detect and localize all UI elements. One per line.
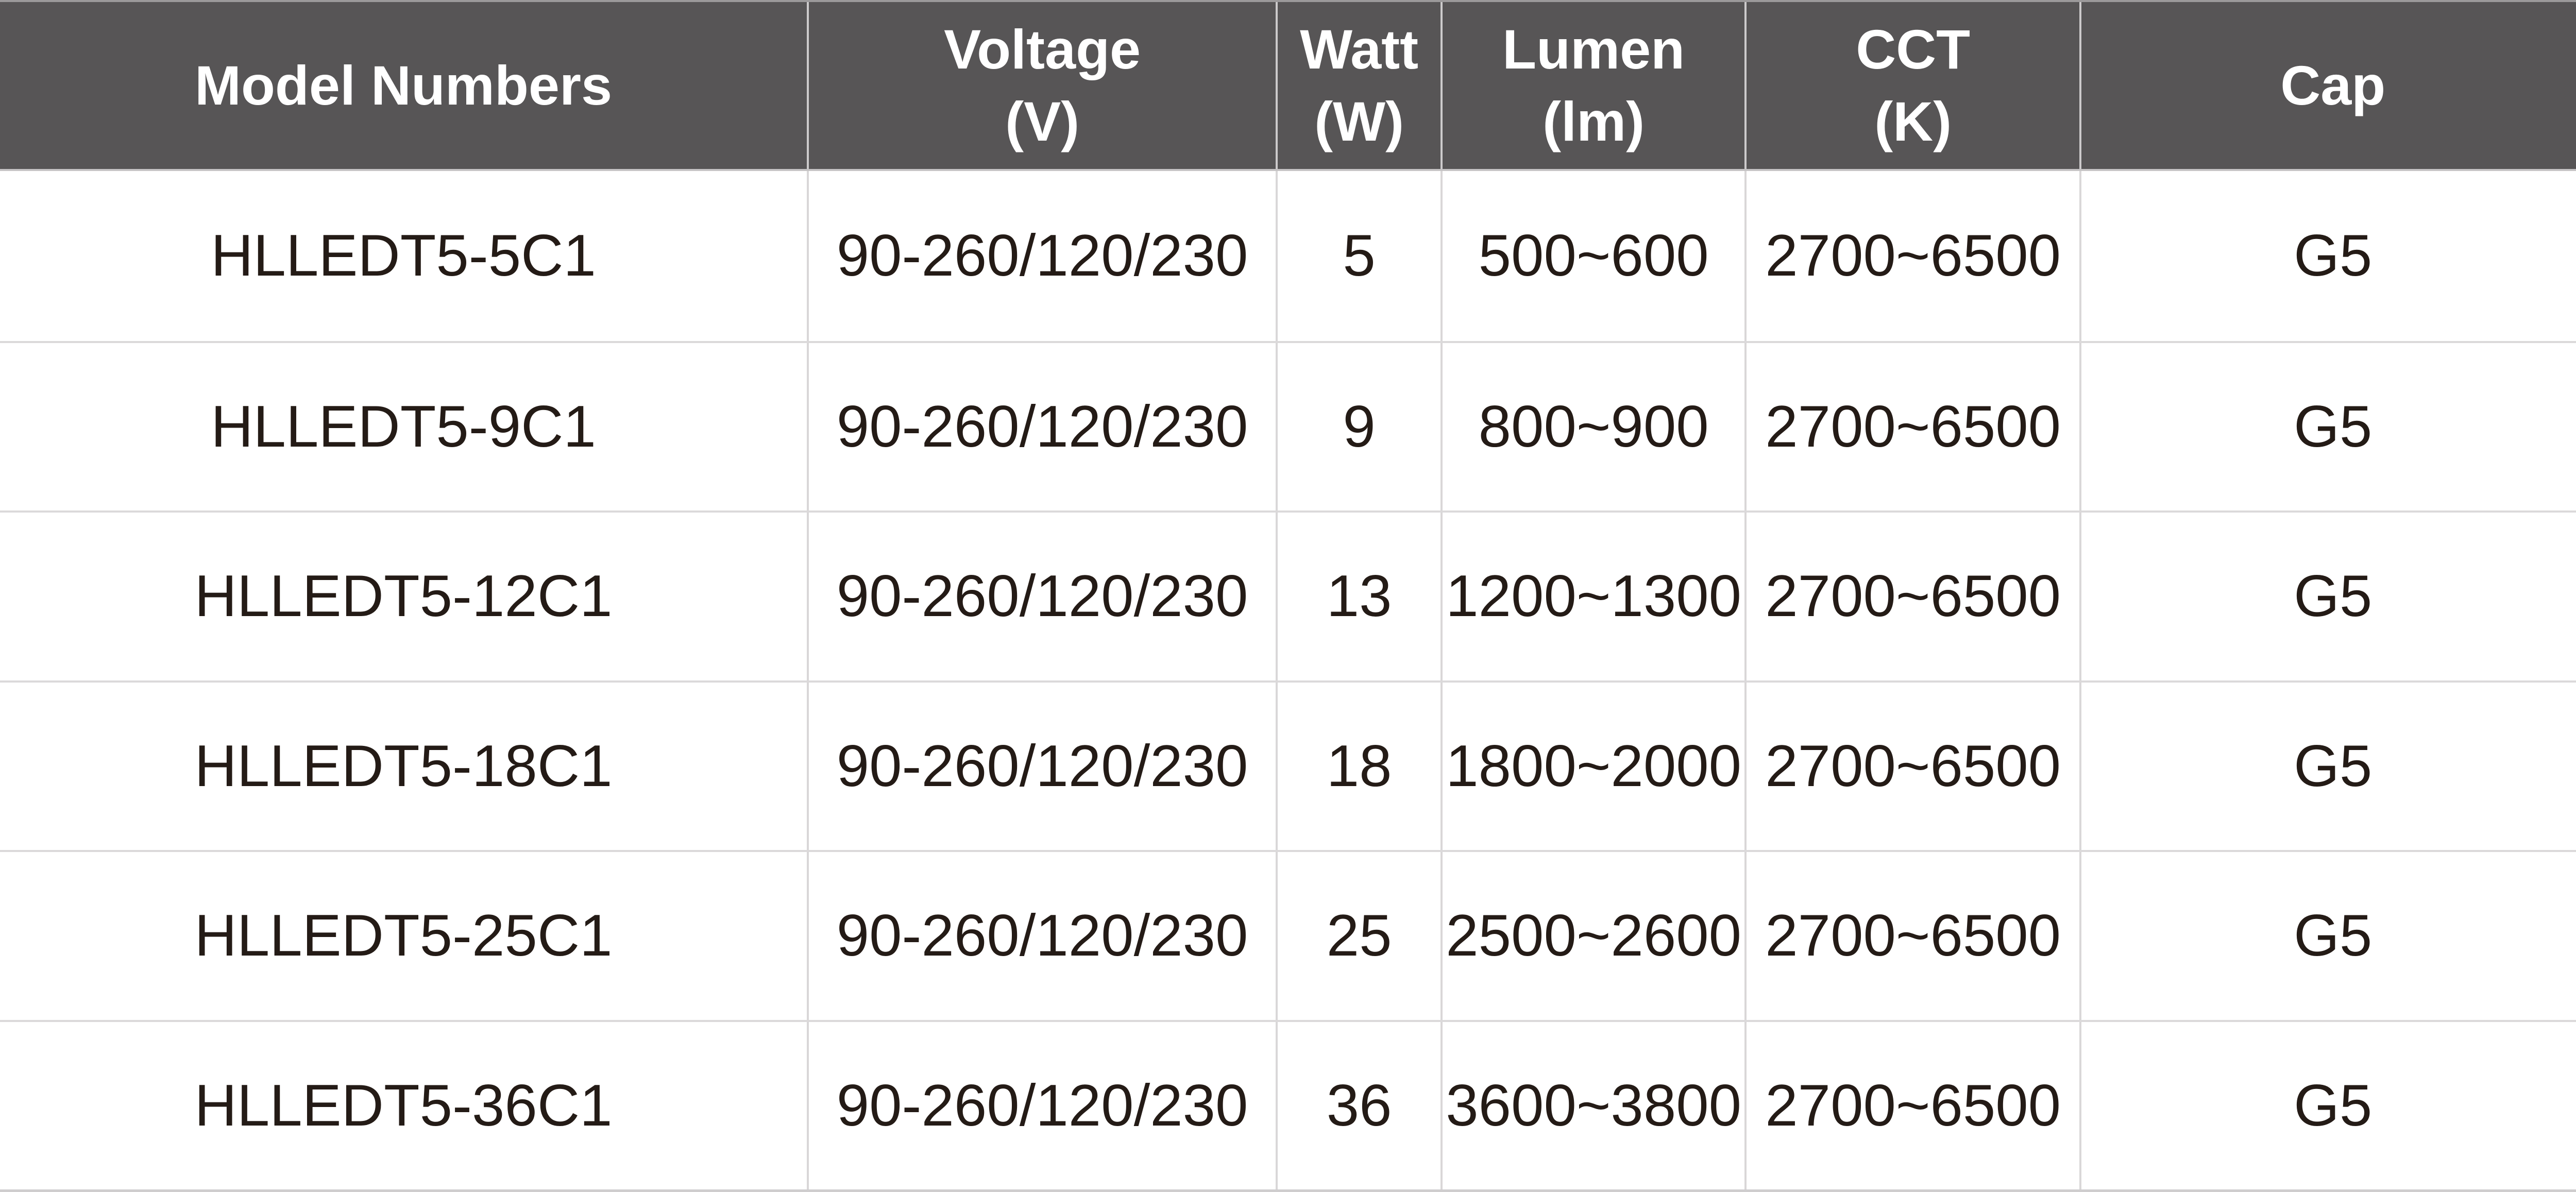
header-label-line1: Watt <box>1300 18 1419 80</box>
table-row: HLLEDT5-36C1 90-260/120/230 36 3600~3800 270… <box>0 1019 2576 1190</box>
table-row: HLLEDT5-9C1 90-260/120/230 9 800~900 2700~65… <box>0 340 2576 511</box>
cell-lumen: 2500~2600 <box>1443 852 1747 1020</box>
header-cell-watt: Watt (W) <box>1278 2 1443 169</box>
header-label-line2: (V) <box>1005 90 1080 152</box>
cell-model-number: HLLEDT5-12C1 <box>0 513 809 680</box>
cell-watt: 5 <box>1278 171 1443 341</box>
cell-cct: 2700~6500 <box>1747 1021 2082 1189</box>
table-row: HLLEDT5-5C1 90-260/120/230 5 500~600 2700~65… <box>0 171 2576 341</box>
header-cell-voltage: Voltage (V) <box>809 2 1278 169</box>
header-label-line2: (lm) <box>1543 90 1645 152</box>
cell-watt: 25 <box>1278 852 1443 1020</box>
cell-lumen: 1200~1300 <box>1443 513 1747 680</box>
cell-watt: 9 <box>1278 343 1443 510</box>
header-label-line2: (K) <box>1874 90 1952 152</box>
header-label-line2: (W) <box>1314 90 1404 152</box>
cell-voltage: 90-260/120/230 <box>809 682 1278 850</box>
cell-cap: G5 <box>2081 852 2576 1020</box>
cell-model-number: HLLEDT5-9C1 <box>0 343 809 510</box>
header-label-line1: Model Numbers <box>194 54 613 116</box>
cell-cap: G5 <box>2081 343 2576 511</box>
table-row: HLLEDT5-25C1 90-260/120/230 25 2500~2600 270… <box>0 850 2576 1020</box>
table-row: HLLEDT5-12C1 90-260/120/230 13 1200~1300 270… <box>0 510 2576 680</box>
cell-cap: G5 <box>2081 171 2576 341</box>
cell-voltage: 90-260/120/230 <box>809 1021 1278 1189</box>
cell-voltage: 90-260/120/230 <box>809 171 1278 341</box>
cell-cap: G5 <box>2081 513 2576 680</box>
table-header: Model Numbers Voltage (V) Watt (W) Lumen (lm) C… <box>0 0 2576 171</box>
cell-lumen: 1800~2000 <box>1443 682 1747 850</box>
table-row: HLLEDT5-18C1 90-260/120/230 18 1800~2000 270… <box>0 680 2576 850</box>
cell-model-number: HLLEDT5-18C1 <box>0 682 809 850</box>
cell-model-number: HLLEDT5-25C1 <box>0 852 809 1020</box>
header-label-line1: Cap <box>2280 54 2386 116</box>
header-cell-cct: CCT (K) <box>1747 2 2082 169</box>
cell-cct: 2700~6500 <box>1747 171 2082 341</box>
header-cell-model: Model Numbers <box>0 2 809 169</box>
header-label-line1: Lumen <box>1502 18 1685 80</box>
cell-watt: 18 <box>1278 682 1443 850</box>
cell-cct: 2700~6500 <box>1747 513 2082 680</box>
cell-cct: 2700~6500 <box>1747 682 2082 850</box>
cell-lumen: 500~600 <box>1443 171 1747 341</box>
cell-cct: 2700~6500 <box>1747 852 2082 1020</box>
cell-lumen: 3600~3800 <box>1443 1021 1747 1189</box>
header-cell-lumen: Lumen (lm) <box>1443 2 1747 169</box>
header-cell-cap: Cap <box>2081 2 2576 169</box>
cell-voltage: 90-260/120/230 <box>809 852 1278 1020</box>
cell-model-number: HLLEDT5-5C1 <box>0 171 809 341</box>
cell-watt: 36 <box>1278 1021 1443 1189</box>
table-body: HLLEDT5-5C1 90-260/120/230 5 500~600 2700~65… <box>0 171 2576 1192</box>
cell-model-number: HLLEDT5-36C1 <box>0 1021 809 1189</box>
cell-cap: G5 <box>2081 1022 2576 1190</box>
cell-watt: 13 <box>1278 513 1443 680</box>
cell-voltage: 90-260/120/230 <box>809 343 1278 510</box>
cell-cct: 2700~6500 <box>1747 343 2082 510</box>
cell-cap: G5 <box>2081 683 2576 850</box>
cell-lumen: 800~900 <box>1443 343 1747 510</box>
header-label-line1: CCT <box>1856 18 1971 80</box>
cell-voltage: 90-260/120/230 <box>809 513 1278 680</box>
header-label-line1: Voltage <box>944 18 1141 80</box>
